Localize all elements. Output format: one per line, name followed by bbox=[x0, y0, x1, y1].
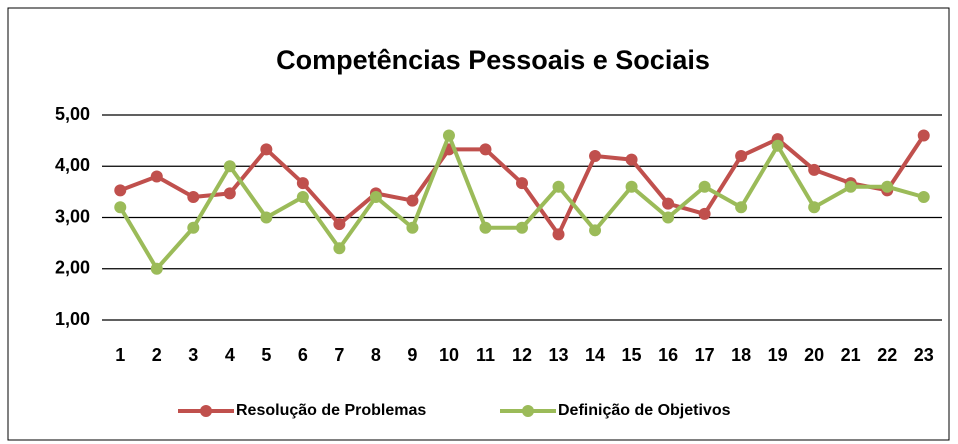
x-tick-label: 7 bbox=[334, 345, 344, 365]
data-point bbox=[698, 180, 711, 193]
x-tick-label: 16 bbox=[658, 345, 678, 365]
data-point bbox=[735, 150, 748, 162]
y-tick-label: 3,00 bbox=[55, 206, 90, 226]
x-tick-label: 5 bbox=[261, 345, 271, 365]
data-point bbox=[296, 177, 309, 190]
legend-marker bbox=[200, 405, 212, 417]
data-point bbox=[552, 180, 565, 193]
legend-marker bbox=[522, 405, 534, 417]
y-tick-label: 2,00 bbox=[55, 258, 90, 278]
data-point bbox=[698, 207, 711, 220]
data-point bbox=[589, 224, 602, 237]
y-tick-label: 5,00 bbox=[55, 104, 90, 124]
x-tick-label: 13 bbox=[549, 345, 569, 365]
legend-label: Definição de Objetivos bbox=[558, 402, 731, 419]
data-point bbox=[844, 180, 857, 193]
x-tick-label: 12 bbox=[512, 345, 532, 365]
data-point bbox=[114, 184, 127, 197]
data-point bbox=[150, 262, 163, 275]
x-tick-label: 20 bbox=[804, 345, 824, 365]
data-point bbox=[625, 180, 638, 193]
chart-border bbox=[7, 7, 950, 441]
x-tick-label: 22 bbox=[877, 345, 897, 365]
data-point bbox=[223, 160, 236, 173]
x-tick-label: 11 bbox=[476, 345, 495, 365]
data-point bbox=[187, 221, 200, 234]
data-point bbox=[260, 143, 273, 156]
data-point bbox=[516, 177, 528, 190]
x-tick-label: 17 bbox=[695, 345, 715, 365]
data-point bbox=[260, 211, 273, 224]
data-point bbox=[881, 180, 894, 193]
x-tick-label: 14 bbox=[585, 345, 605, 365]
chart-title: Competências Pessoais e Sociais bbox=[276, 45, 710, 75]
x-tick-label: 15 bbox=[622, 345, 642, 365]
data-point bbox=[406, 221, 419, 234]
x-tick-label: 2 bbox=[152, 345, 162, 365]
data-point bbox=[625, 153, 638, 166]
x-tick-label: 6 bbox=[298, 345, 308, 365]
data-point bbox=[917, 191, 930, 203]
x-tick-label: 21 bbox=[841, 345, 861, 365]
y-tick-label: 4,00 bbox=[55, 155, 90, 175]
data-point bbox=[406, 194, 419, 207]
data-point bbox=[223, 187, 236, 200]
x-tick-label: 9 bbox=[407, 345, 417, 365]
data-point bbox=[589, 150, 602, 162]
data-point bbox=[662, 197, 675, 210]
data-point bbox=[187, 191, 200, 203]
data-point bbox=[114, 201, 127, 214]
data-point bbox=[808, 201, 821, 214]
data-point bbox=[150, 170, 163, 183]
data-point bbox=[479, 221, 492, 234]
y-tick-label: 1,00 bbox=[55, 309, 90, 329]
data-point bbox=[442, 129, 455, 142]
x-tick-label: 18 bbox=[731, 345, 751, 365]
data-point bbox=[333, 242, 346, 255]
data-point bbox=[333, 218, 346, 231]
legend-label: Resolução de Problemas bbox=[236, 402, 426, 419]
data-point bbox=[369, 191, 382, 203]
data-point bbox=[662, 211, 675, 224]
x-tick-label: 4 bbox=[225, 345, 235, 365]
data-point bbox=[516, 221, 528, 234]
x-tick-label: 19 bbox=[768, 345, 788, 365]
x-tick-label: 3 bbox=[188, 345, 198, 365]
x-tick-label: 1 bbox=[115, 345, 125, 365]
data-point bbox=[552, 228, 565, 241]
data-point bbox=[479, 143, 492, 156]
data-point bbox=[917, 129, 930, 142]
x-tick-label: 8 bbox=[371, 345, 381, 365]
x-tick-label: 10 bbox=[439, 345, 459, 365]
x-tick-label: 23 bbox=[914, 345, 934, 365]
data-point bbox=[296, 191, 309, 203]
data-point bbox=[735, 201, 748, 214]
data-point bbox=[771, 139, 784, 152]
data-point bbox=[808, 163, 821, 176]
